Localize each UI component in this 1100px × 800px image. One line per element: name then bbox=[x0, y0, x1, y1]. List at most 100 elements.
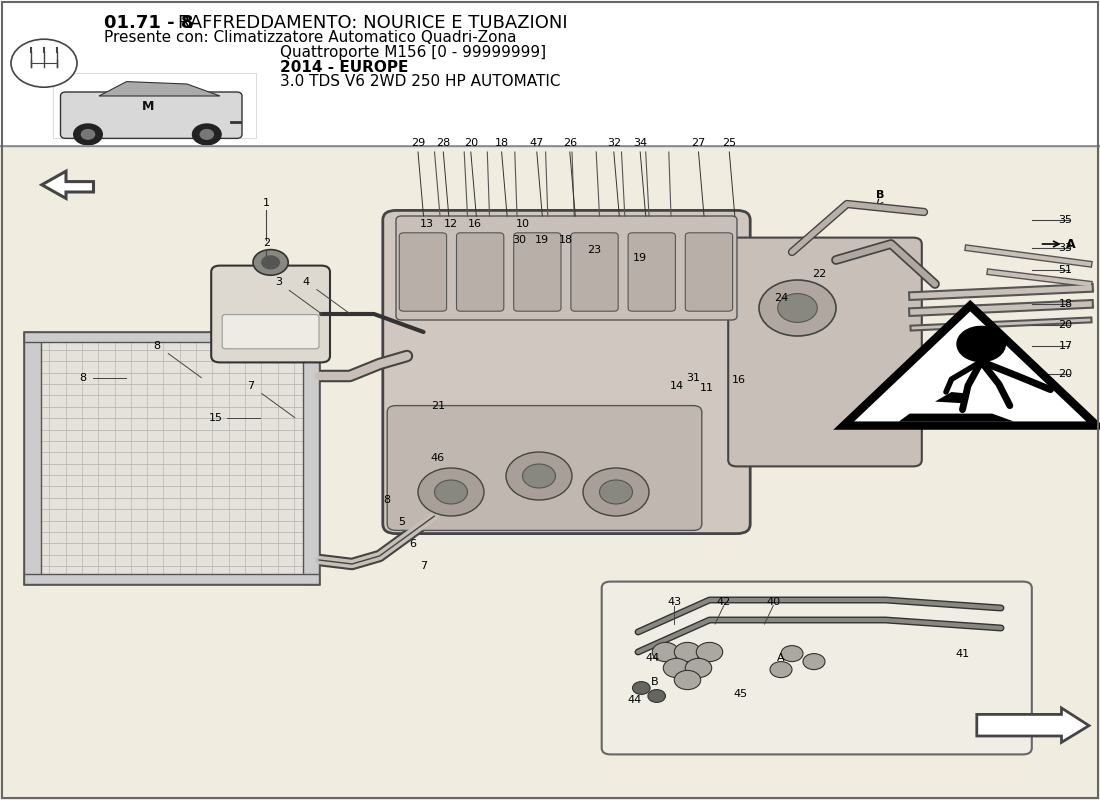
FancyBboxPatch shape bbox=[602, 582, 1032, 754]
Circle shape bbox=[74, 124, 102, 145]
Text: 2014 - EUROPE: 2014 - EUROPE bbox=[280, 60, 409, 74]
Text: 35: 35 bbox=[1058, 215, 1072, 225]
Circle shape bbox=[803, 654, 825, 670]
Circle shape bbox=[522, 464, 556, 488]
FancyBboxPatch shape bbox=[60, 92, 242, 138]
Text: 2: 2 bbox=[263, 238, 270, 248]
Text: 16: 16 bbox=[733, 375, 746, 385]
Text: 3.0 TDS V6 2WD 250 HP AUTOMATIC: 3.0 TDS V6 2WD 250 HP AUTOMATIC bbox=[280, 74, 561, 89]
Text: M: M bbox=[142, 100, 155, 114]
Text: 15: 15 bbox=[209, 414, 222, 423]
Text: RAFFREDDAMENTO: NOURICE E TUBAZIONI: RAFFREDDAMENTO: NOURICE E TUBAZIONI bbox=[178, 14, 568, 32]
Text: 18: 18 bbox=[559, 235, 572, 245]
Text: 34: 34 bbox=[634, 138, 647, 148]
Polygon shape bbox=[844, 306, 1097, 426]
Circle shape bbox=[778, 294, 817, 322]
FancyBboxPatch shape bbox=[387, 406, 702, 530]
Circle shape bbox=[957, 326, 1005, 362]
Text: A: A bbox=[778, 654, 784, 663]
Text: 44: 44 bbox=[646, 654, 659, 663]
Circle shape bbox=[770, 662, 792, 678]
Circle shape bbox=[262, 256, 279, 269]
Text: 12: 12 bbox=[444, 219, 458, 229]
Text: 5: 5 bbox=[398, 517, 405, 526]
Circle shape bbox=[600, 480, 632, 504]
Polygon shape bbox=[42, 171, 94, 198]
Circle shape bbox=[685, 658, 712, 678]
Text: 31: 31 bbox=[686, 374, 700, 383]
Text: 21: 21 bbox=[431, 402, 444, 411]
Text: 22: 22 bbox=[813, 269, 826, 278]
Text: 7: 7 bbox=[248, 381, 254, 390]
Text: 7: 7 bbox=[420, 562, 427, 571]
Text: 46: 46 bbox=[431, 453, 444, 462]
Text: Quattroporte M156 [0 - 99999999]: Quattroporte M156 [0 - 99999999] bbox=[280, 46, 547, 60]
Text: 44: 44 bbox=[628, 695, 641, 705]
Circle shape bbox=[652, 642, 679, 662]
Text: Presente con: Climatizzatore Automatico Quadri-Zona: Presente con: Climatizzatore Automatico … bbox=[104, 30, 517, 45]
FancyBboxPatch shape bbox=[456, 233, 504, 311]
Bar bbox=[0, 146, 1100, 800]
Circle shape bbox=[583, 468, 649, 516]
Text: 17: 17 bbox=[1058, 342, 1072, 351]
Bar bbox=[24, 332, 319, 584]
FancyBboxPatch shape bbox=[211, 266, 330, 362]
FancyBboxPatch shape bbox=[728, 238, 922, 466]
Circle shape bbox=[253, 250, 288, 275]
Bar bbox=[0, 0, 1100, 146]
Circle shape bbox=[434, 480, 468, 504]
Text: 10: 10 bbox=[516, 219, 529, 229]
FancyBboxPatch shape bbox=[514, 233, 561, 311]
Text: 8: 8 bbox=[79, 373, 86, 382]
FancyBboxPatch shape bbox=[571, 233, 618, 311]
FancyBboxPatch shape bbox=[685, 233, 733, 311]
Text: 40: 40 bbox=[767, 597, 780, 606]
Text: 8: 8 bbox=[154, 341, 161, 350]
Text: 45: 45 bbox=[734, 689, 747, 698]
Text: 20: 20 bbox=[1058, 320, 1072, 330]
Text: 26: 26 bbox=[563, 138, 576, 148]
Circle shape bbox=[200, 130, 213, 139]
Circle shape bbox=[418, 468, 484, 516]
Polygon shape bbox=[99, 82, 220, 96]
Polygon shape bbox=[899, 414, 1014, 422]
Text: A: A bbox=[1066, 238, 1076, 250]
Text: B: B bbox=[651, 678, 658, 687]
Text: 19: 19 bbox=[536, 235, 549, 245]
Text: 33: 33 bbox=[1058, 243, 1072, 253]
Text: 51: 51 bbox=[1058, 266, 1072, 275]
Text: 30: 30 bbox=[513, 235, 526, 245]
Polygon shape bbox=[977, 708, 1089, 742]
Circle shape bbox=[663, 658, 690, 678]
Text: 11: 11 bbox=[701, 383, 714, 393]
Text: 32: 32 bbox=[607, 138, 620, 148]
Circle shape bbox=[781, 646, 803, 662]
Bar bbox=[24, 332, 41, 584]
Text: 1: 1 bbox=[263, 198, 270, 208]
Text: 29: 29 bbox=[411, 138, 425, 148]
Bar bbox=[302, 332, 319, 584]
FancyBboxPatch shape bbox=[396, 216, 737, 320]
Circle shape bbox=[674, 670, 701, 690]
Text: 16: 16 bbox=[469, 219, 482, 229]
Text: 20: 20 bbox=[1058, 370, 1072, 379]
Text: 47: 47 bbox=[530, 138, 543, 148]
Text: 27: 27 bbox=[692, 138, 705, 148]
Circle shape bbox=[11, 39, 77, 87]
Polygon shape bbox=[935, 392, 968, 403]
Text: 23: 23 bbox=[587, 245, 601, 254]
Text: 01.71 - 8: 01.71 - 8 bbox=[104, 14, 200, 32]
Text: 43: 43 bbox=[668, 597, 681, 606]
Text: 28: 28 bbox=[437, 138, 450, 148]
Text: 42: 42 bbox=[717, 597, 730, 606]
Text: 18: 18 bbox=[495, 138, 508, 148]
Circle shape bbox=[674, 642, 701, 662]
Text: 13: 13 bbox=[420, 219, 433, 229]
Bar bbox=[24, 332, 319, 342]
Circle shape bbox=[506, 452, 572, 500]
FancyBboxPatch shape bbox=[383, 210, 750, 534]
Text: 24: 24 bbox=[774, 293, 788, 302]
Text: 18: 18 bbox=[1058, 299, 1072, 309]
Text: 8: 8 bbox=[384, 495, 390, 505]
FancyBboxPatch shape bbox=[399, 233, 447, 311]
